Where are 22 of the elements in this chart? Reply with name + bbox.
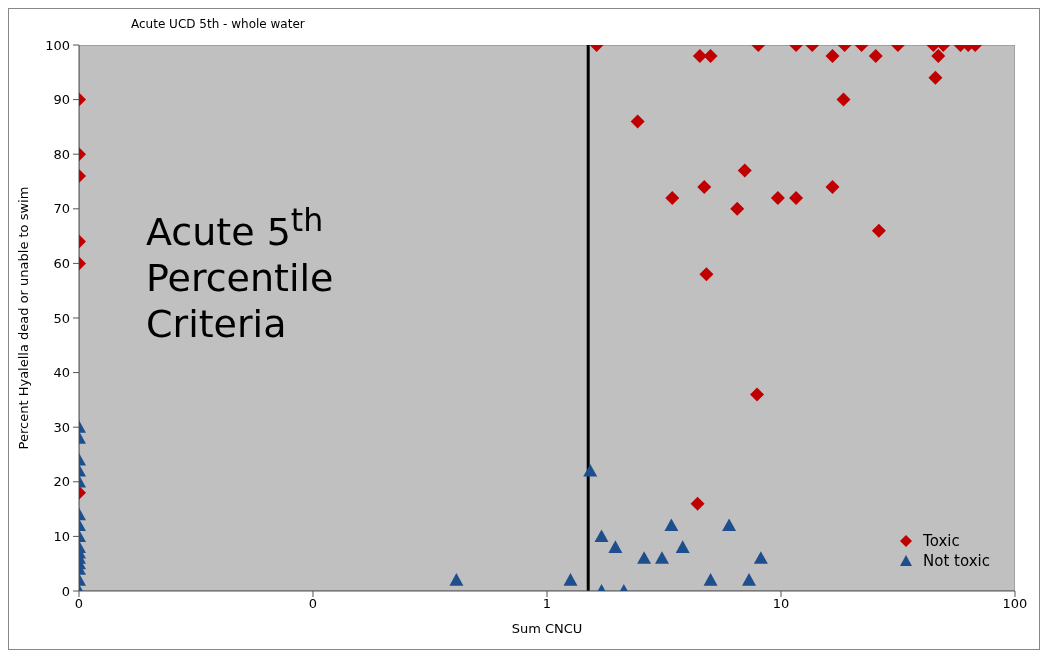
legend-label: Toxic <box>923 532 960 550</box>
x-tick-label: 10 <box>772 596 790 612</box>
x-tick-label: 0 <box>74 596 84 612</box>
legend-label: Not toxic <box>923 552 990 570</box>
x-axis-title: Sum CNCU <box>511 621 583 636</box>
y-tick-label: 100 <box>45 37 70 53</box>
y-axis-title: Percent Hyalella dead or unable to swim <box>15 186 31 450</box>
annotation: Acute 5$^{th}$ Percentile Criteria <box>146 201 335 347</box>
y-tick-label: 0 <box>61 583 70 599</box>
y-tick-label: 20 <box>53 474 70 490</box>
chart-title: Acute UCD 5th - whole water <box>131 17 305 31</box>
x-tick-label: 1 <box>542 596 552 612</box>
y-tick-label: 30 <box>53 419 70 435</box>
y-tick-label: 80 <box>53 146 70 162</box>
y-tick-label: 90 <box>53 92 70 108</box>
y-tick-label: 40 <box>53 365 70 381</box>
y-tick-label: 10 <box>53 528 70 544</box>
y-tick-label: 50 <box>53 310 70 326</box>
x-tick-label: 100 <box>1002 596 1028 612</box>
y-tick-label: 60 <box>53 255 70 271</box>
y-tick-label: 70 <box>53 201 70 217</box>
x-tick-label: 0 <box>308 596 318 612</box>
